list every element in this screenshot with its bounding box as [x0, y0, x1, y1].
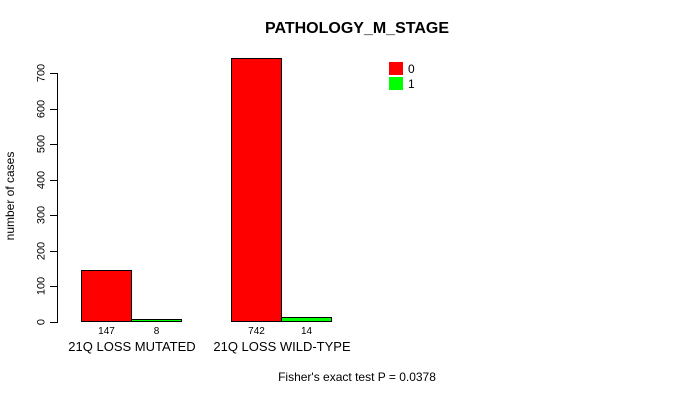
y-axis-tick-label: 200 — [35, 241, 48, 261]
y-axis-tick-label: 700 — [35, 63, 48, 83]
y-axis-tick — [50, 109, 57, 110]
category-label: 21Q LOSS MUTATED — [68, 339, 196, 354]
bar-value-label: 14 — [300, 326, 313, 337]
bar-series-1-group-0 — [131, 319, 182, 322]
y-axis-tick-label: 100 — [35, 277, 48, 296]
category-label: 21Q LOSS WILD-TYPE — [213, 339, 351, 354]
y-axis-tick — [50, 251, 57, 252]
y-axis-tick — [50, 322, 57, 323]
legend-swatch-green — [389, 77, 403, 90]
bar-series-1-group-1 — [281, 317, 332, 322]
bar-series-0-group-0 — [81, 270, 132, 322]
y-axis-tick-label: 300 — [35, 206, 48, 225]
legend-item-1: 1 — [389, 76, 415, 91]
bar-value-label: 8 — [153, 326, 160, 337]
y-axis-tick — [50, 180, 57, 181]
legend-label-0: 0 — [408, 61, 415, 76]
legend-item-0: 0 — [389, 61, 415, 76]
y-axis-tick-label: 500 — [35, 134, 48, 154]
bar-series-0-group-1 — [231, 58, 282, 322]
y-axis-tick — [50, 73, 57, 74]
y-axis-tick-label: 0 — [35, 318, 48, 326]
bar-value-label: 147 — [98, 326, 115, 337]
y-axis-label: number of cases — [3, 151, 17, 241]
y-axis-tick — [50, 144, 57, 145]
legend-swatch-red — [389, 62, 403, 75]
y-axis-line — [57, 73, 58, 323]
legend-label-1: 1 — [408, 76, 415, 91]
bar-value-label: 742 — [248, 326, 265, 337]
y-axis-tick — [50, 215, 57, 216]
chart-title: PATHOLOGY_M_STAGE — [264, 20, 450, 37]
legend: 0 1 — [389, 61, 415, 91]
annotation-text: Fisher's exact test P = 0.0378 — [278, 370, 436, 384]
y-axis-tick-label: 400 — [35, 170, 48, 189]
y-axis-tick — [50, 286, 57, 287]
y-axis-tick-label: 600 — [35, 99, 48, 118]
